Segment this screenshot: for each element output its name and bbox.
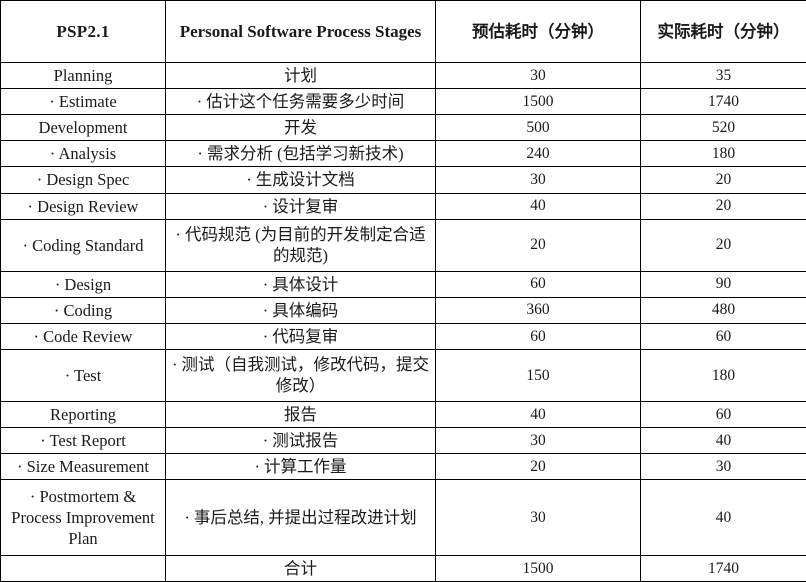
cell-stage-name: · Analysis	[1, 141, 166, 167]
cell-stage-description: · 具体设计	[166, 271, 436, 297]
cell-actual-minutes: 1740	[641, 556, 806, 582]
cell-stage-description: · 估计这个任务需要多少时间	[166, 89, 436, 115]
cell-actual-minutes: 180	[641, 141, 806, 167]
cell-stage-description: · 计算工作量	[166, 454, 436, 480]
cell-estimated-minutes: 60	[436, 271, 641, 297]
cell-stage-name: Reporting	[1, 401, 166, 427]
cell-actual-minutes: 90	[641, 271, 806, 297]
cell-estimated-minutes: 240	[436, 141, 641, 167]
cell-stage-description: · 代码复审	[166, 323, 436, 349]
header-stage-code: PSP2.1	[1, 1, 166, 63]
cell-estimated-minutes: 30	[436, 63, 641, 89]
cell-actual-minutes: 60	[641, 323, 806, 349]
cell-stage-description: 计划	[166, 63, 436, 89]
header-stage-name: Personal Software Process Stages	[166, 1, 436, 63]
cell-stage-name: · Estimate	[1, 89, 166, 115]
cell-actual-minutes: 40	[641, 428, 806, 454]
cell-estimated-minutes: 30	[436, 428, 641, 454]
cell-actual-minutes: 40	[641, 480, 806, 556]
cell-estimated-minutes: 60	[436, 323, 641, 349]
table-row: · Postmortem & Process Improvement Plan·…	[1, 480, 806, 556]
table-row: · Coding Standard· 代码规范 (为目前的开发制定合适的规范)2…	[1, 219, 806, 271]
cell-estimated-minutes: 40	[436, 401, 641, 427]
cell-stage-name: · Design Spec	[1, 167, 166, 193]
header-row: PSP2.1 Personal Software Process Stages …	[1, 1, 806, 63]
cell-estimated-minutes: 150	[436, 349, 641, 401]
cell-stage-description: · 测试（自我测试，修改代码，提交修改）	[166, 349, 436, 401]
cell-estimated-minutes: 30	[436, 167, 641, 193]
cell-stage-description: · 设计复审	[166, 193, 436, 219]
cell-actual-minutes: 1740	[641, 89, 806, 115]
cell-estimated-minutes: 1500	[436, 89, 641, 115]
cell-actual-minutes: 20	[641, 193, 806, 219]
cell-estimated-minutes: 1500	[436, 556, 641, 582]
cell-stage-description: · 生成设计文档	[166, 167, 436, 193]
cell-stage-name: Development	[1, 115, 166, 141]
cell-stage-description: · 需求分析 (包括学习新技术)	[166, 141, 436, 167]
header-actual-minutes: 实际耗时（分钟）	[641, 1, 806, 63]
cell-estimated-minutes: 500	[436, 115, 641, 141]
cell-actual-minutes: 30	[641, 454, 806, 480]
cell-stage-description: · 事后总结, 并提出过程改进计划	[166, 480, 436, 556]
cell-actual-minutes: 520	[641, 115, 806, 141]
cell-actual-minutes: 20	[641, 167, 806, 193]
cell-actual-minutes: 180	[641, 349, 806, 401]
cell-estimated-minutes: 360	[436, 297, 641, 323]
cell-estimated-minutes: 40	[436, 193, 641, 219]
cell-stage-name	[1, 556, 166, 582]
cell-stage-name: · Design	[1, 271, 166, 297]
cell-stage-name: · Coding Standard	[1, 219, 166, 271]
table-header: PSP2.1 Personal Software Process Stages …	[1, 1, 806, 63]
cell-actual-minutes: 480	[641, 297, 806, 323]
cell-stage-description: · 具体编码	[166, 297, 436, 323]
cell-stage-description: · 代码规范 (为目前的开发制定合适的规范)	[166, 219, 436, 271]
cell-actual-minutes: 35	[641, 63, 806, 89]
cell-stage-name: · Size Measurement	[1, 454, 166, 480]
cell-stage-description: · 测试报告	[166, 428, 436, 454]
cell-stage-description: 报告	[166, 401, 436, 427]
cell-stage-description: 合计	[166, 556, 436, 582]
cell-stage-name: · Coding	[1, 297, 166, 323]
cell-actual-minutes: 60	[641, 401, 806, 427]
cell-estimated-minutes: 30	[436, 480, 641, 556]
cell-stage-name: · Code Review	[1, 323, 166, 349]
cell-estimated-minutes: 20	[436, 454, 641, 480]
cell-stage-name: · Design Review	[1, 193, 166, 219]
header-estimated-minutes: 预估耗时（分钟）	[436, 1, 641, 63]
cell-stage-name: Planning	[1, 63, 166, 89]
cell-stage-name: · Postmortem & Process Improvement Plan	[1, 480, 166, 556]
cell-estimated-minutes: 20	[436, 219, 641, 271]
cell-stage-name: · Test Report	[1, 428, 166, 454]
cell-actual-minutes: 20	[641, 219, 806, 271]
cell-stage-name: · Test	[1, 349, 166, 401]
cell-stage-description: 开发	[166, 115, 436, 141]
